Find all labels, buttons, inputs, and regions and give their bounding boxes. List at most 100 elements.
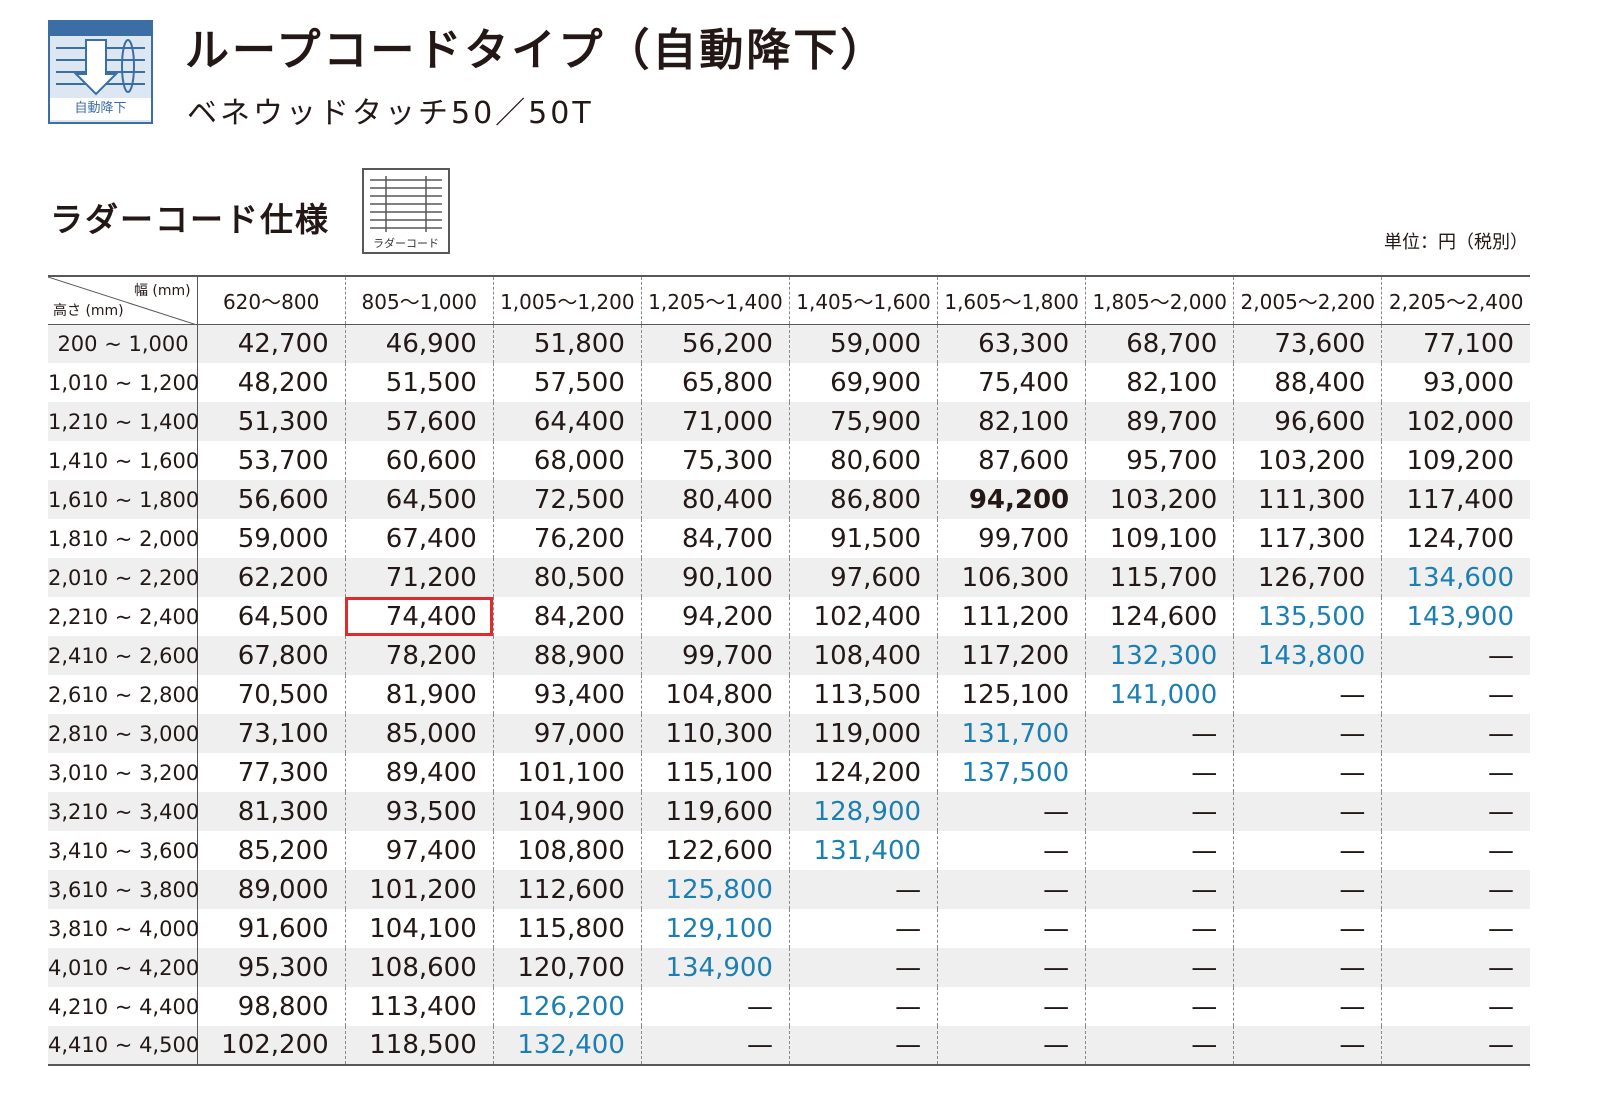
unavailable-cell: —	[788, 948, 938, 987]
price-cell: 117,400	[1381, 480, 1530, 519]
height-row-header: 3,410 ~ 3,600	[48, 831, 199, 870]
price-cell: 111,300	[1233, 480, 1382, 519]
price-cell: 76,200	[492, 519, 642, 558]
price-cell: 60,600	[344, 441, 494, 480]
table-row: 3,010 ~ 3,200 77,300 89,400 101,100 115,100 1…	[48, 753, 1530, 792]
table-row: 2,810 ~ 3,000 73,100 85,000 97,000 110,300 11…	[48, 714, 1530, 753]
height-row-header: 1,810 ~ 2,000	[48, 519, 199, 558]
price-cell: 99,700	[640, 636, 790, 675]
price-cell: 57,600	[344, 402, 494, 441]
height-row-header: 4,010 ~ 4,200	[48, 948, 199, 987]
unavailable-cell: —	[1085, 987, 1234, 1026]
unavailable-cell: —	[937, 1026, 1086, 1065]
price-cell: 94,200	[640, 597, 790, 636]
price-cell: 56,600	[197, 480, 346, 519]
unavailable-cell: —	[937, 987, 1086, 1026]
table-row: 2,010 ~ 2,200 62,200 71,200 80,500 90,100 97,…	[48, 558, 1530, 597]
unavailable-cell: —	[1381, 753, 1530, 792]
price-cell: 112,600	[492, 870, 642, 909]
unavailable-cell: —	[640, 1026, 790, 1065]
price-cell: 119,000	[788, 714, 938, 753]
price-cell: 91,600	[237, 913, 329, 944]
price-cell: 101,100	[492, 753, 642, 792]
height-row-header: 4,410 ~ 4,500	[48, 1026, 199, 1065]
table-row: 4,410 ~ 4,500 102,200 118,500 132,400— — — — — —	[48, 1026, 1530, 1065]
price-cell: 89,000	[197, 870, 346, 909]
height-row-header: 2,410 ~ 2,600	[48, 636, 199, 675]
price-cell: 102,000	[1381, 402, 1530, 441]
table-row: 1,810 ~ 2,000 59,000 67,400 76,200 84,700 91,…	[48, 519, 1530, 558]
highlighted-price-cell: 74,400	[344, 597, 494, 636]
table-row: 4,010 ~ 4,200 95,300 108,600 120,700 134,900…	[48, 948, 1530, 987]
unit-label: 単位：円（税別）	[1384, 232, 1528, 253]
auto-descent-icon-label: 自動降下	[50, 98, 151, 120]
section-title: ラダーコード仕様	[50, 200, 330, 239]
price-cell: 93,000	[1381, 363, 1530, 402]
table-row: 1,410 ~ 1,600 53,700 60,600 68,000 75,300 80,…	[48, 441, 1530, 480]
price-cell: 111,200	[937, 597, 1086, 636]
price-cell: 70,500	[237, 679, 329, 710]
price-cell: 77,300	[237, 757, 329, 788]
price-cell: 67,800	[197, 636, 346, 675]
product-subtitle: ベネウッドタッチ50／50T	[187, 96, 594, 131]
price-cell: 102,400	[788, 597, 938, 636]
width-column-header: 1,605〜1,800	[937, 276, 1086, 325]
unavailable-cell: —	[1381, 636, 1530, 675]
height-row-header: 1,010 ~ 1,200	[48, 363, 199, 402]
table-row: 2,410 ~ 2,600 67,800 78,200 88,900 99,700 108…	[48, 636, 1530, 675]
unavailable-cell: —	[1233, 714, 1382, 753]
unavailable-cell: —	[1085, 870, 1234, 909]
ladder-cord-icon-label: ラダーコード	[373, 237, 439, 250]
unavailable-cell: —	[1085, 792, 1234, 831]
price-cell: 125,800	[640, 870, 790, 909]
price-cell: 72,500	[492, 480, 642, 519]
price-cell: 69,900	[788, 363, 938, 402]
price-cell: 75,900	[788, 402, 938, 441]
height-row-header: 1,210 ~ 1,400	[48, 402, 199, 441]
width-column-header: 1,805〜2,000	[1085, 276, 1234, 325]
price-cell: 137,500	[937, 753, 1086, 792]
table-row: 3,810 ~ 4,000 91,600 104,100 115,800 129,100…	[48, 909, 1530, 948]
price-cell: 75,400	[937, 363, 1086, 402]
price-cell: 115,700	[1085, 558, 1234, 597]
height-row-header: 2,610 ~ 2,800	[48, 675, 199, 714]
table-row: 2,210 ~ 2,400 64,500 74,400 84,200 94,200 102…	[48, 597, 1530, 636]
price-cell: 77,100	[1381, 324, 1530, 363]
price-cell: 93,400	[492, 675, 642, 714]
price-cell: 91,500	[788, 519, 938, 558]
price-cell: 65,800	[640, 363, 790, 402]
price-cell: 101,200	[344, 870, 494, 909]
price-cell: 124,700	[1381, 519, 1530, 558]
height-row-header: 3,610 ~ 3,800	[48, 870, 199, 909]
auto-descent-icon: 自動降下	[48, 20, 153, 124]
unavailable-cell: —	[1381, 909, 1530, 948]
unavailable-cell: —	[1381, 987, 1530, 1026]
height-row-header: 2,810 ~ 3,000	[48, 714, 199, 753]
price-cell: 143,800	[1233, 636, 1382, 675]
height-axis-label: 高さ (mm)	[53, 302, 124, 319]
price-cell: 129,100	[640, 909, 790, 948]
price-cell: 57,500	[492, 363, 642, 402]
price-cell: 78,200	[344, 636, 494, 675]
price-cell: 132,300	[1085, 636, 1234, 675]
price-cell: 131,700	[937, 714, 1086, 753]
price-cell: 103,200	[1085, 480, 1234, 519]
unavailable-cell: —	[1085, 831, 1234, 870]
height-row-header: 1,610 ~ 1,800	[48, 480, 199, 519]
corner-diagonal	[48, 277, 197, 325]
page-title: ループコードタイプ（自動降下）	[185, 25, 888, 76]
width-column-header: 1,205〜1,400	[640, 276, 790, 325]
width-column-header: 2,005〜2,200	[1233, 276, 1382, 325]
price-cell: 98,800	[237, 991, 329, 1022]
price-cell: 110,300	[640, 714, 790, 753]
table-header-row: 幅 (mm) 高さ (mm) 620〜800 805〜1,000 1,005〜1…	[48, 276, 1530, 325]
price-cell: 86,800	[788, 480, 938, 519]
price-cell: 104,100	[344, 909, 494, 948]
price-cell: 96,600	[1233, 402, 1382, 441]
unavailable-cell: —	[1233, 831, 1382, 870]
price-cell: 115,800	[492, 909, 642, 948]
price-cell: 53,700	[237, 445, 329, 476]
unavailable-cell: —	[788, 870, 938, 909]
price-cell: 56,200	[640, 324, 790, 363]
price-cell: 42,700	[197, 324, 346, 363]
